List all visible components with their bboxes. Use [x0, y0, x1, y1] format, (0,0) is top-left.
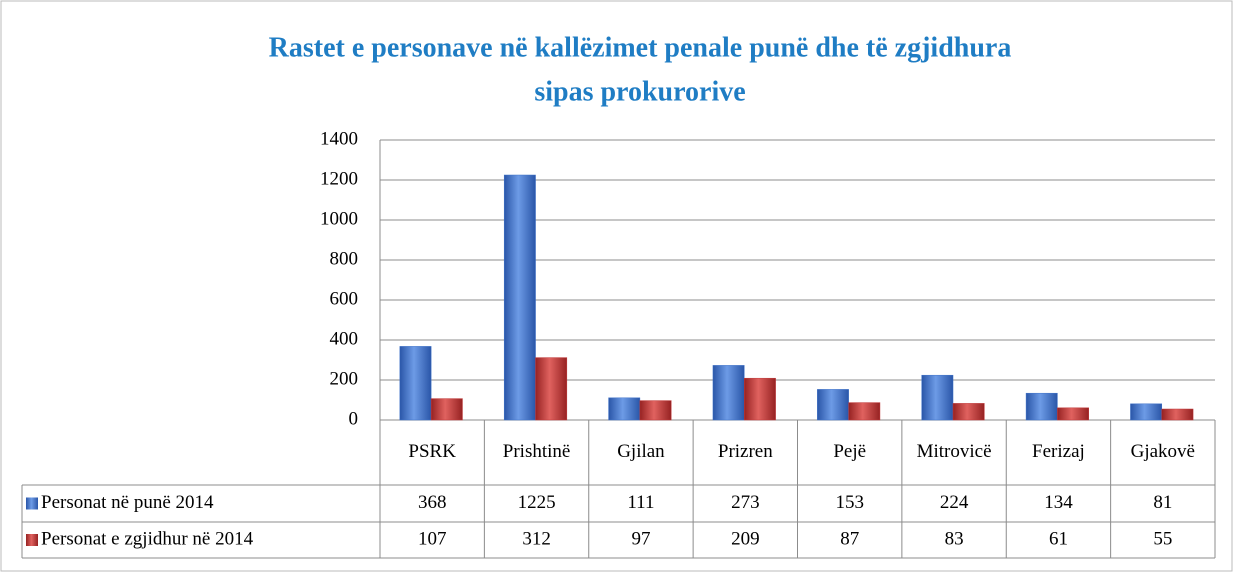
bar	[639, 400, 672, 421]
x-tick-label: Gjakovë	[1131, 441, 1195, 462]
x-tick-label: Mitrovicë	[917, 441, 992, 462]
bar	[952, 403, 985, 421]
x-tick-label: Pejë	[833, 441, 866, 462]
y-tick-label: 0	[349, 408, 359, 429]
x-tick-label: Prizren	[718, 441, 773, 462]
table-cell: 134	[1044, 492, 1073, 513]
y-tick-label: 1000	[320, 208, 358, 229]
bar	[1025, 392, 1058, 421]
bar	[535, 357, 568, 421]
table-cell: 1225	[518, 492, 556, 513]
y-tick-label: 200	[330, 368, 359, 389]
legend-label: Personat në punë 2014	[41, 492, 214, 513]
legend-swatch	[26, 534, 38, 546]
x-tick-label: Ferizaj	[1032, 441, 1085, 462]
table-cell: 273	[731, 492, 760, 513]
y-tick-label: 1200	[320, 168, 358, 189]
bar	[430, 398, 463, 421]
table-cell: 107	[418, 528, 447, 549]
table-cell: 312	[522, 528, 551, 549]
chart-title: sipas prokurorive	[534, 76, 745, 107]
x-tick-label: Gjilan	[617, 441, 665, 462]
y-tick-label: 600	[330, 288, 359, 309]
x-tick-label: PSRK	[408, 441, 456, 462]
table-cell: 83	[945, 528, 964, 549]
bar	[399, 346, 432, 421]
bar	[848, 402, 881, 421]
y-tick-label: 400	[330, 328, 359, 349]
bar	[744, 377, 776, 421]
table-cell: 209	[731, 528, 760, 549]
y-tick-label: 800	[330, 248, 359, 269]
table-cell: 368	[418, 492, 447, 513]
bar	[921, 374, 954, 421]
y-tick-label: 1400	[320, 128, 358, 149]
bar	[712, 365, 745, 421]
bar	[817, 389, 849, 421]
table-cell: 61	[1049, 528, 1068, 549]
table-cell: 55	[1153, 528, 1172, 549]
bar	[1161, 408, 1194, 421]
bar	[608, 397, 641, 421]
table-cell: 87	[840, 528, 859, 549]
table-cell: 81	[1153, 492, 1172, 513]
chart-title: Rastet e personave në kallëzimet penale …	[269, 32, 1012, 63]
table-cell: 97	[631, 528, 650, 549]
table-cell: 111	[627, 492, 654, 513]
legend-swatch	[26, 497, 38, 510]
x-tick-label: Prishtinë	[503, 441, 571, 462]
table-cell: 224	[940, 492, 969, 513]
legend-label: Personat e zgjidhur në 2014	[41, 528, 254, 549]
table-cell: 153	[835, 492, 864, 513]
bar	[503, 174, 536, 421]
bar	[1130, 403, 1163, 421]
bar	[1057, 407, 1089, 421]
